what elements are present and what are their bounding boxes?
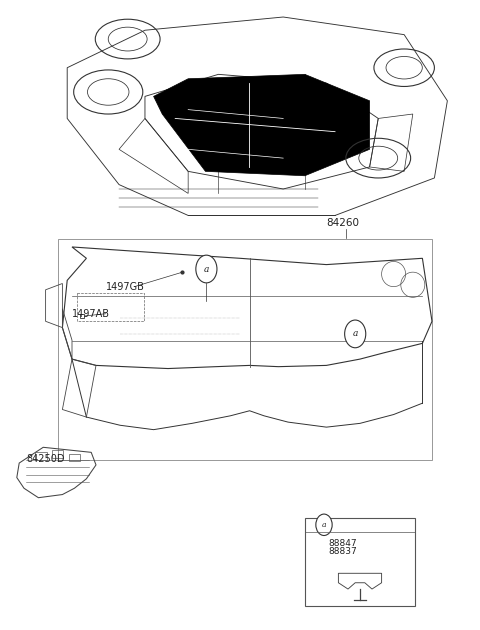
Text: 84260: 84260 [326, 218, 360, 228]
Text: a: a [204, 265, 209, 273]
Circle shape [196, 255, 217, 283]
Circle shape [345, 320, 366, 348]
Polygon shape [154, 74, 370, 176]
Text: 88847: 88847 [329, 539, 358, 547]
Text: 88837: 88837 [329, 547, 358, 556]
Bar [35, 452, 47, 460]
Circle shape [316, 514, 332, 536]
Text: 1497GB: 1497GB [106, 282, 144, 292]
Text: 1497AB: 1497AB [72, 309, 110, 319]
Text: a: a [322, 521, 326, 529]
FancyBboxPatch shape [305, 518, 415, 606]
Bar [52, 450, 63, 458]
Text: 84250D: 84250D [26, 454, 65, 464]
Bar [69, 454, 80, 461]
Text: a: a [352, 329, 358, 338]
